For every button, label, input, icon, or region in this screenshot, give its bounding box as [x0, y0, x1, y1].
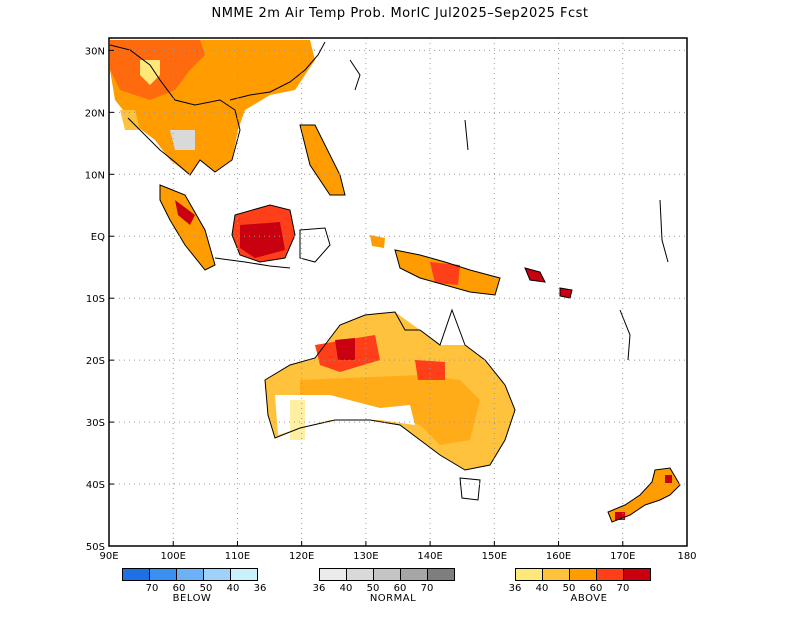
legend-swatch: [203, 568, 231, 581]
legend-tick-label: 60: [172, 583, 186, 594]
y-tick-label: 20S: [86, 356, 105, 367]
legend-swatch: [542, 568, 570, 581]
legend-above-label: ABOVE: [570, 593, 608, 604]
legend-tick-label: 60: [589, 583, 603, 594]
legend-swatch: [623, 568, 651, 581]
probability-map: 90E 100E 110E 120E 130E 140E 150E 160E 170E 180 3…: [85, 37, 697, 560]
legend-tick-label: 36: [508, 583, 522, 594]
legend-below-ticks: 70 60 50 40 36: [122, 581, 270, 594]
legend-tick-label: 50: [562, 583, 576, 594]
legend-swatch: [319, 568, 347, 581]
legend-below: 70 60 50 40 36 BELOW: [122, 568, 270, 618]
y-tick-label: 20N: [85, 108, 105, 119]
legend-swatch: [346, 568, 374, 581]
x-tick-label: 170E: [610, 551, 635, 560]
x-tick-label: 180: [677, 551, 696, 560]
legend-normal-label: NORMAL: [369, 593, 417, 604]
x-tick-label: 100E: [161, 551, 186, 560]
y-tick-label: 40S: [86, 480, 105, 491]
legend-tick-label: 36: [253, 583, 267, 594]
legend-tick-label: 40: [226, 583, 240, 594]
x-tick-label: 130E: [353, 551, 378, 560]
legend-swatch: [569, 568, 597, 581]
legend-tick-label: 70: [420, 583, 434, 594]
legend-above-ticks: 36 40 50 60 70: [509, 581, 663, 594]
legend-swatch: [373, 568, 401, 581]
map-border: [108, 37, 688, 547]
legend-normal-ticks: 36 40 50 60 70: [313, 581, 467, 594]
legend-tick-label: 36: [312, 583, 326, 594]
legend-above: 36 40 50 60 70 ABOVE: [509, 568, 663, 618]
y-axis-labels: 30N 20N 10N EQ 10S 20S 30S 40S 50S: [85, 46, 114, 553]
legend-tick-label: 60: [393, 583, 407, 594]
y-tick-label: 10S: [86, 294, 105, 305]
legend-tick-label: 50: [199, 583, 213, 594]
x-tick-label: 160E: [546, 551, 571, 560]
legend-above-swatches: [515, 568, 663, 581]
legend-tick-label: 70: [145, 583, 159, 594]
y-tick-label: 30S: [86, 418, 105, 429]
legend-swatch: [596, 568, 624, 581]
legend-tick-label: 40: [339, 583, 353, 594]
legend-swatch: [427, 568, 455, 581]
x-tick-label: 140E: [417, 551, 442, 560]
legend-swatch: [149, 568, 177, 581]
map-title: NMME 2m Air Temp Prob. MorIC Jul2025–Sep…: [211, 6, 589, 21]
coastlines: [109, 41, 681, 523]
legend-swatch: [176, 568, 204, 581]
legend-tick-label: 70: [616, 583, 630, 594]
legend-normal-swatches: [319, 568, 467, 581]
x-axis-labels: 90E 100E 110E 120E 130E 140E 150E 160E 170E 180: [99, 541, 697, 560]
x-tick-label: 120E: [289, 551, 314, 560]
legend-below-swatches: [122, 568, 270, 581]
legend-below-label: BELOW: [172, 593, 212, 604]
legend-swatch: [122, 568, 150, 581]
legend-normal: 36 40 50 60 70 NORMAL: [313, 568, 467, 618]
x-tick-label: 150E: [482, 551, 507, 560]
y-tick-label: 30N: [85, 46, 105, 57]
y-tick-label: EQ: [91, 232, 105, 243]
y-tick-label: 50S: [86, 542, 105, 553]
y-tick-label: 10N: [85, 170, 105, 181]
legend-swatch: [230, 568, 258, 581]
legend-tick-label: 40: [535, 583, 549, 594]
legend-swatch: [515, 568, 543, 581]
legend-tick-label: 50: [366, 583, 380, 594]
x-tick-label: 90E: [99, 551, 118, 560]
legend-swatch: [400, 568, 428, 581]
x-tick-label: 110E: [225, 551, 250, 560]
forecast-shading: [110, 40, 680, 522]
